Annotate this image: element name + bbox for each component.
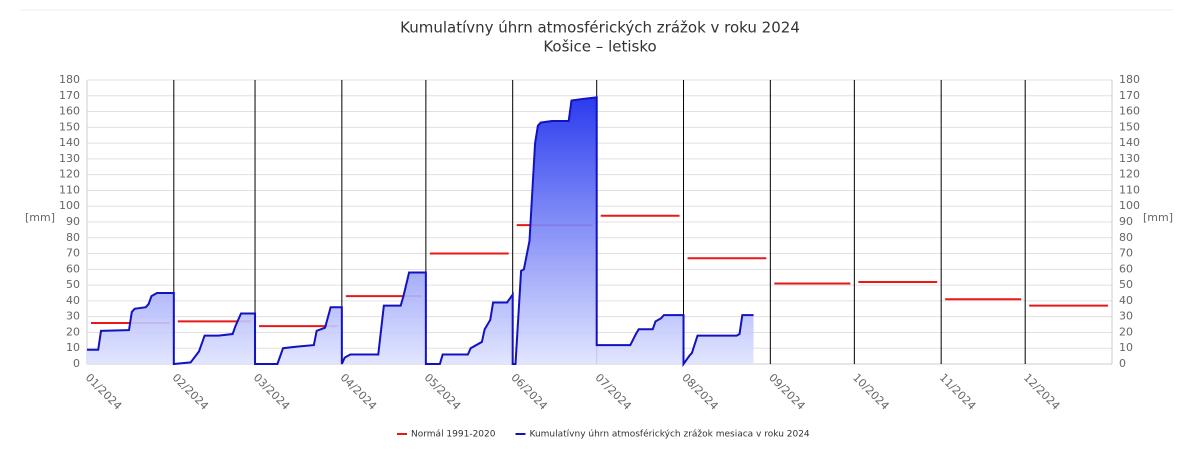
y2-tick-label: 30 [1119,310,1133,323]
x-tick-label: 11/2024 [937,371,979,413]
x-tick-label: 03/2024 [251,371,293,413]
y-tick-label: 150 [59,120,80,133]
area [87,97,754,364]
x-tick-label: 12/2024 [1021,371,1063,413]
y-tick-label: 70 [66,247,80,260]
line [87,96,754,368]
y-tick-label: 40 [66,294,80,307]
y2-tick-label: 60 [1119,262,1133,275]
y2-tick-label: 0 [1119,357,1126,370]
x-tick-label: 10/2024 [850,371,892,413]
y-tick-label: 90 [66,215,80,228]
legend-label: Kumulatívny úhrn atmosférických zrážok m… [529,429,809,440]
y-tick-label: 110 [59,183,80,196]
x-tick-label: 06/2024 [508,371,550,413]
y2-tick-label: 160 [1119,105,1140,118]
y-tick-label: 140 [59,136,80,149]
y-tick-label: 50 [66,278,80,291]
y2-tick-label: 70 [1119,247,1133,260]
legend-label: Normál 1991-2020 [411,430,496,440]
y-tick-label: 180 [59,73,80,86]
y-axis-label: [mm] [25,211,55,224]
y2-tick-label: 40 [1119,294,1133,307]
y-tick-label: 30 [66,310,80,323]
y2-tick-label: 110 [1119,183,1140,196]
y2-tick-label: 170 [1119,89,1140,102]
y2-tick-label: 100 [1119,199,1140,212]
chart-subtitle: Košice – letisko [543,38,656,56]
y2-tick-label: 50 [1119,278,1133,291]
y-tick-label: 20 [66,325,80,338]
y-tick-label: 120 [59,168,80,181]
y2-axis-label: [mm] [1143,211,1173,224]
x-tick-label: 08/2024 [679,371,721,413]
y2-tick-label: 130 [1119,152,1140,165]
y-tick-label: 170 [59,89,80,102]
y2-tick-label: 180 [1119,73,1140,86]
y-tick-label: 60 [66,262,80,275]
y-tick-label: 100 [59,199,80,212]
x-tick-label: 04/2024 [338,371,380,413]
y2-tick-label: 20 [1119,325,1133,338]
y-tick-label: 80 [66,231,80,244]
x-tick-label: 05/2024 [422,371,464,413]
y2-tick-label: 120 [1119,168,1140,181]
y2-tick-label: 140 [1119,136,1140,149]
x-tick-label: 02/2024 [170,371,212,413]
x-tick-label: 01/2024 [83,371,125,413]
y-tick-label: 0 [73,357,80,370]
y2-tick-label: 150 [1119,120,1140,133]
y2-tick-label: 80 [1119,231,1133,244]
y-tick-label: 10 [66,341,80,354]
y-tick-label: 130 [59,152,80,165]
chart-title: Kumulatívny úhrn atmosférických zrážok v… [400,19,800,37]
y2-tick-label: 90 [1119,215,1133,228]
y2-tick-label: 10 [1119,341,1133,354]
y-tick-label: 160 [59,105,80,118]
x-tick-label: 07/2024 [592,371,634,413]
x-tick-label: 09/2024 [766,371,808,413]
